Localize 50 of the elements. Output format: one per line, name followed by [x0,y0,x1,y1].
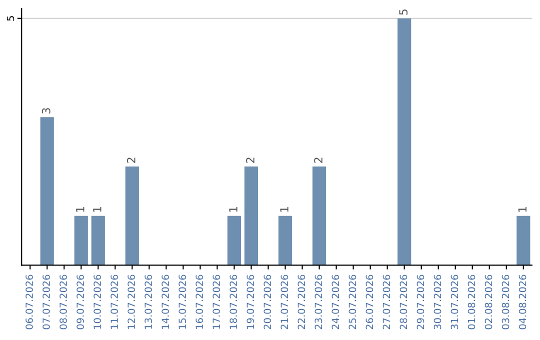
data-label: 5 [399,9,408,15]
x-tick-label: 16.07.2026 [196,274,204,329]
data-label: 1 [93,207,102,212]
x-tick-label: 14.07.2026 [162,274,170,329]
x-tick-label: 29.07.2026 [416,274,424,330]
bar [398,18,412,266]
x-tick-label: 20.07.2026 [264,274,272,330]
x-tick-label: 15.07.2026 [178,274,186,329]
x-tick-label: 13.07.2026 [144,274,152,329]
x-tick-label: 12.07.2026 [128,274,135,329]
data-label: 2 [314,158,322,163]
x-tick-label: 02.08.2026 [484,274,492,330]
data-label: 2 [126,158,136,163]
x-tick-label: 01.08.2026 [468,274,476,330]
bar [91,216,105,266]
x-tick-label: 25.07.2026 [348,274,356,330]
x-tick-label: 27.07.2026 [382,274,390,330]
bar [74,216,88,266]
x-tick-label: 23.07.2026 [314,274,322,330]
data-label: 3 [42,108,50,114]
x-tick-label: 28.07.2026 [400,274,408,330]
bar [516,216,530,266]
x-tick-label: 03.08.2026 [502,274,510,330]
x-tick-label: 21.07.2026 [280,274,288,330]
x-tick-label: 07.07.2026 [42,274,50,330]
data-label: 1 [280,207,288,212]
x-tick-label: 26.07.2026 [366,274,374,330]
data-label: 2 [246,158,254,163]
x-tick-label: 18.07.2026 [230,274,238,329]
bar [40,117,54,266]
bar [227,216,242,266]
x-tick-label: 11.07.2026 [110,274,118,329]
x-tick-label: 24.07.2026 [332,274,340,330]
data-label: 1 [518,207,526,212]
bar [278,216,292,266]
x-tick-label: 22.07.2026 [298,274,306,330]
bar [125,166,139,266]
x-tick-label: 08.07.2026 [60,274,67,330]
bar [244,166,258,266]
x-tick-label: 04.08.2026 [518,274,526,330]
x-tick-label: 10.07.2026 [94,274,101,329]
x-tick-label: 30.07.2026 [434,274,442,330]
bar [312,166,326,266]
x-tick-label: 17.07.2026 [212,274,220,329]
x-tick-label: 09.07.2026 [76,274,84,330]
data-label: 1 [229,207,238,212]
x-tick-label: 19.07.2026 [246,274,254,329]
x-tick-label: 31.07.2026 [450,274,458,330]
x-tick-label: 06.07.2026 [26,274,33,330]
data-label: 1 [76,207,84,212]
